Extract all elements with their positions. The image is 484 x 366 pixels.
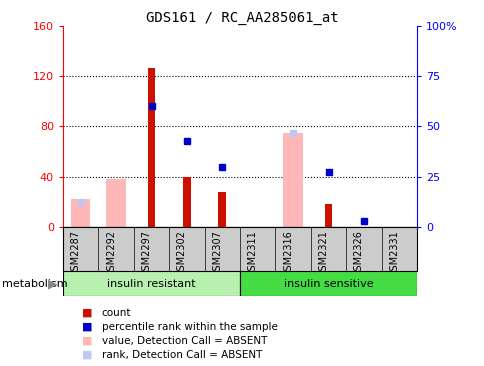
Bar [106,179,126,227]
Bar [240,271,416,296]
Bar [283,132,302,227]
Bar [147,68,155,227]
Text: GSM2316: GSM2316 [283,231,292,277]
Text: GSM2321: GSM2321 [318,231,328,277]
Text: GSM2297: GSM2297 [141,231,151,277]
Text: GSM2287: GSM2287 [71,231,80,277]
Text: value, Detection Call = ABSENT: value, Detection Call = ABSENT [102,336,267,346]
Bar [63,271,240,296]
Bar [324,204,332,227]
Text: rank, Detection Call = ABSENT: rank, Detection Call = ABSENT [102,350,262,360]
Text: insulin resistant: insulin resistant [107,279,196,289]
Bar [71,199,91,227]
Text: ■: ■ [82,308,93,318]
Bar [218,192,226,227]
Text: ■: ■ [82,336,93,346]
Text: GSM2326: GSM2326 [353,231,363,277]
Text: count: count [102,308,131,318]
Text: GSM2311: GSM2311 [247,231,257,277]
Text: ■: ■ [82,350,93,360]
Text: GDS161 / RC_AA285061_at: GDS161 / RC_AA285061_at [146,11,338,25]
Bar [182,177,191,227]
Text: percentile rank within the sample: percentile rank within the sample [102,322,277,332]
Text: GSM2331: GSM2331 [389,231,398,277]
Text: metabolism: metabolism [2,279,68,289]
Text: GSM2307: GSM2307 [212,231,222,277]
Text: insulin sensitive: insulin sensitive [283,279,373,289]
Text: GSM2302: GSM2302 [177,231,186,277]
Text: ▶: ▶ [47,277,57,290]
Text: GSM2292: GSM2292 [106,231,116,277]
Text: ■: ■ [82,322,93,332]
